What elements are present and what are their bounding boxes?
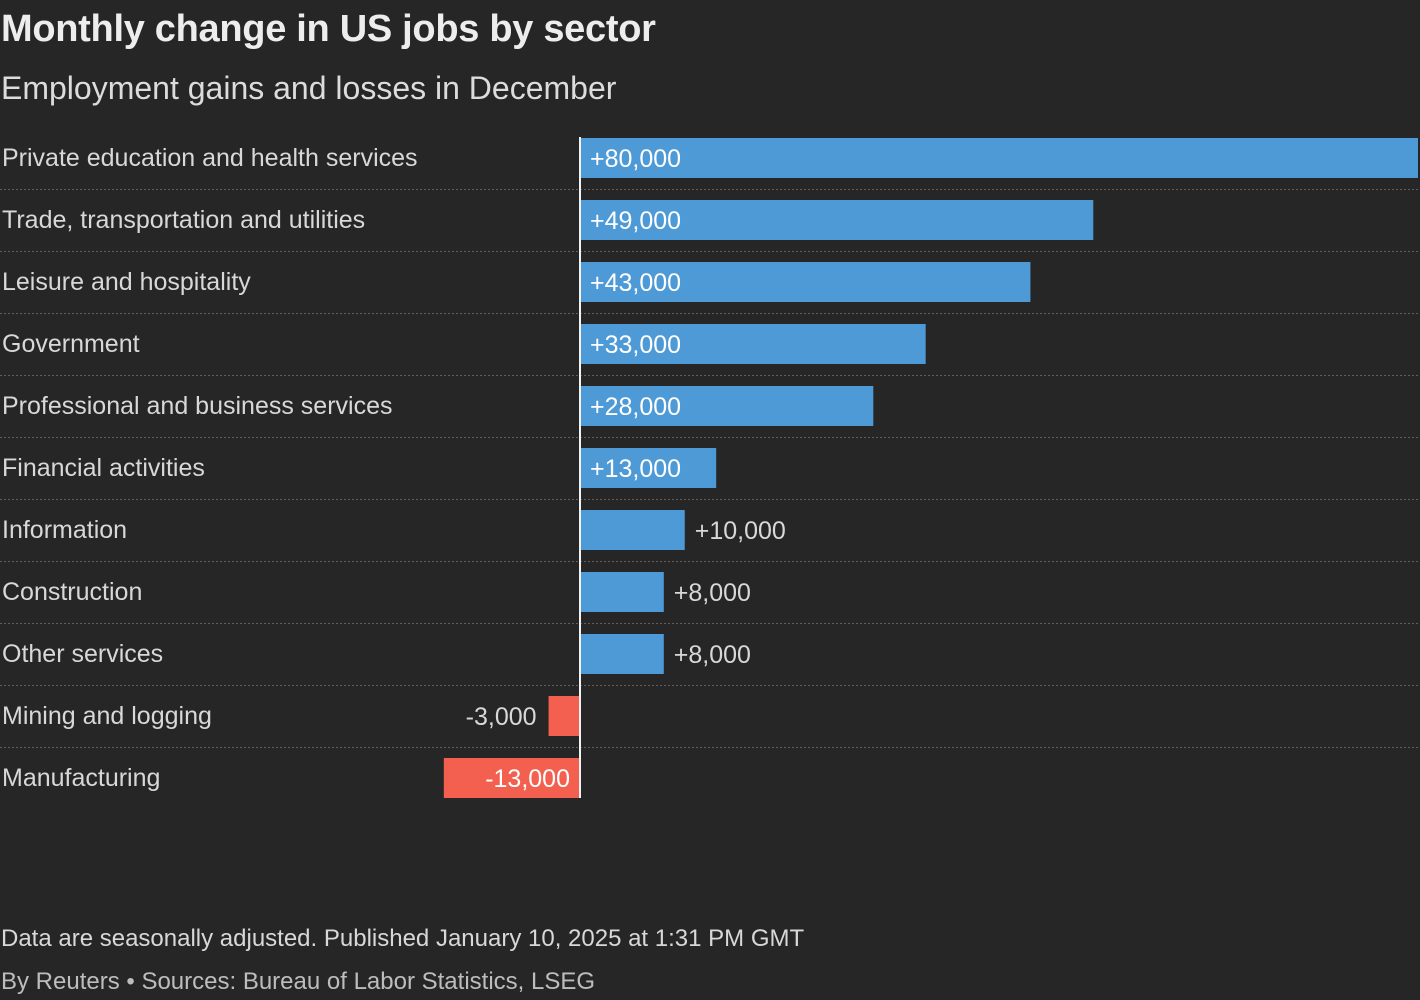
bar [580, 510, 685, 550]
chart-title: Monthly change in US jobs by sector [1, 8, 656, 50]
bar [580, 386, 874, 426]
bar-chart: Private education and health services +80… [0, 137, 1420, 798]
data-label: +13,000 [590, 455, 681, 483]
data-label: +43,000 [590, 269, 681, 297]
category-label: Other services [2, 640, 163, 668]
bar [580, 200, 1094, 240]
chart-subtitle: Employment gains and losses in December [1, 70, 617, 106]
bar [580, 324, 926, 364]
data-label: +10,000 [695, 517, 786, 545]
data-label: +80,000 [590, 145, 681, 173]
category-label: Manufacturing [2, 764, 160, 792]
bar [580, 572, 664, 612]
bar [548, 696, 580, 736]
category-label: Government [2, 330, 140, 358]
category-label: Private education and health services [2, 144, 418, 172]
data-label: -13,000 [485, 765, 570, 793]
category-label: Construction [2, 578, 142, 606]
category-label: Financial activities [2, 454, 205, 482]
bar [580, 138, 1418, 178]
category-label: Mining and logging [2, 702, 212, 730]
data-label: +33,000 [590, 331, 681, 359]
footnote: Data are seasonally adjusted. Published … [1, 925, 805, 952]
category-label: Leisure and hospitality [2, 268, 251, 296]
category-label: Professional and business services [2, 392, 392, 420]
data-label: +8,000 [674, 641, 751, 669]
bar [443, 758, 580, 798]
bar [580, 634, 664, 674]
data-label: +8,000 [674, 579, 751, 607]
data-label: +49,000 [590, 207, 681, 235]
bar [580, 448, 717, 488]
category-label: Trade, transportation and utilities [2, 206, 365, 234]
source-credit: By Reuters • Sources: Bureau of Labor St… [1, 968, 596, 995]
bar [580, 262, 1031, 302]
data-label: +28,000 [590, 393, 681, 421]
category-label: Information [2, 516, 127, 544]
data-label: -3,000 [466, 703, 537, 731]
